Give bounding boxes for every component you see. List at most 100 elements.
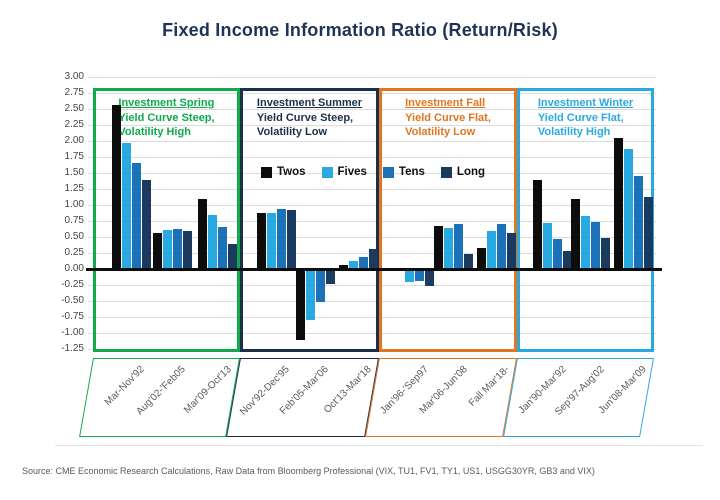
bar-fives: [162, 229, 172, 269]
gridline: [88, 285, 656, 286]
bar-long: [563, 251, 573, 269]
quadrant-subtitle-1: Yield Curve Steep,: [118, 111, 215, 124]
quadrant-subtitle-1: Yield Curve Steep,: [256, 111, 354, 124]
bar-fives: [623, 148, 633, 269]
quadrant-title: Investment Winter: [537, 97, 634, 109]
bar-twos: [476, 247, 486, 269]
bar-tens: [276, 208, 286, 269]
legend: Twos Fives Tens Long: [90, 166, 656, 178]
legend-swatch-icon: [321, 166, 333, 178]
bar-long: [464, 253, 474, 269]
bar-fives: [121, 142, 131, 269]
gridline: [88, 333, 656, 334]
quadrant-subtitle-2: Volatility High: [118, 126, 191, 138]
bar-tens: [315, 269, 325, 303]
bar-tens: [553, 238, 563, 269]
bar-twos: [434, 226, 444, 269]
gridline: [88, 205, 656, 206]
bar-twos: [256, 213, 266, 269]
bar-fives: [486, 231, 496, 269]
quadrant-box-investment-fall: Investment Fall Yield Curve Flat, Volatili…: [379, 88, 517, 352]
bar-fives: [305, 269, 315, 321]
y-axis-tick-label: 1.75: [64, 151, 84, 162]
bar-twos: [152, 232, 162, 269]
bar-long: [601, 237, 611, 269]
gridline: [88, 173, 656, 174]
y-axis-tick-label: -0.25: [61, 279, 84, 290]
y-axis-tick-label: 2.50: [64, 103, 84, 114]
legend-label: Twos: [276, 166, 306, 178]
gridline: [88, 157, 656, 158]
legend-label: Fives: [337, 166, 367, 178]
bar-twos: [295, 269, 305, 341]
bar-long: [228, 244, 238, 269]
legend-item-long: Long: [440, 166, 486, 178]
bottom-rule: [55, 445, 703, 446]
quadrant-label: Investment Spring Yield Curve Steep, Volat…: [118, 96, 214, 140]
y-axis-tick-label: 2.25: [64, 119, 84, 130]
gridline: [88, 141, 656, 142]
bar-fives: [405, 269, 415, 282]
bar-twos: [613, 137, 623, 269]
quadrant-subtitle-2: Volatility Low: [405, 126, 476, 138]
legend-swatch-icon: [440, 166, 452, 178]
legend-swatch-icon: [382, 166, 394, 178]
quadrant-subtitle-1: Yield Curve Flat,: [537, 111, 624, 124]
y-axis-tick-label: -1.25: [61, 343, 84, 354]
bar-twos: [198, 198, 208, 269]
bar-tens: [454, 224, 464, 269]
quadrant-title: Investment Fall: [405, 97, 486, 109]
legend-item-fives: Fives: [321, 166, 367, 178]
bar-twos: [111, 104, 121, 269]
quadrant-box-investment-summer: Investment Summer Yield Curve Steep, Volat…: [240, 88, 379, 352]
gridline: [88, 93, 656, 94]
y-axis-tick-label: 0.75: [64, 215, 84, 226]
bar-fives: [543, 222, 553, 269]
y-axis-tick-label: 0.25: [64, 247, 84, 258]
gridline: [88, 125, 656, 126]
bar-long: [368, 249, 378, 269]
quadrant-title: Investment Spring: [118, 97, 215, 109]
zero-line: [86, 268, 662, 271]
y-axis-tick-label: 3.00: [64, 71, 84, 82]
bar-tens: [131, 163, 141, 269]
bar-long: [182, 230, 192, 269]
legend-swatch-icon: [260, 166, 272, 178]
bar-fives: [348, 261, 358, 269]
bar-tens: [591, 222, 601, 269]
bar-tens: [496, 224, 506, 269]
quadrant-title: Investment Summer: [256, 97, 363, 109]
y-axis-tick-label: -0.75: [61, 311, 84, 322]
y-axis-tick-label: 1.50: [64, 167, 84, 178]
quadrant-subtitle-1: Yield Curve Flat,: [405, 111, 491, 124]
bar-twos: [338, 265, 348, 269]
legend-item-twos: Twos: [260, 166, 306, 178]
y-axis-tick-label: 0.50: [64, 231, 84, 242]
gridline: [88, 221, 656, 222]
bar-fives: [581, 215, 591, 269]
y-axis-tick-label: 2.75: [64, 87, 84, 98]
bar-tens: [415, 269, 425, 281]
quadrant-subtitle-2: Volatility High: [537, 126, 611, 138]
legend-item-tens: Tens: [382, 166, 425, 178]
gridline: [88, 189, 656, 190]
bar-tens: [358, 256, 368, 269]
bar-tens: [633, 175, 643, 269]
bar-fives: [208, 215, 218, 269]
gridline: [88, 77, 656, 78]
bar-long: [141, 180, 151, 269]
y-axis-tick-label: -1.00: [61, 327, 84, 338]
legend-label: Tens: [398, 166, 425, 178]
bar-long: [425, 269, 435, 286]
bar-twos: [571, 198, 581, 269]
y-axis-tick-label: 0.00: [64, 263, 84, 274]
y-axis-tick-label: -0.50: [61, 295, 84, 306]
y-axis-tick-label: 1.25: [64, 183, 84, 194]
quadrant-label: Investment Fall Yield Curve Flat, Volatili…: [405, 96, 491, 140]
bar-twos: [533, 180, 543, 269]
bar-long: [506, 233, 516, 269]
quadrant-subtitle-2: Volatility Low: [256, 126, 327, 138]
legend-label: Long: [456, 166, 486, 178]
quadrant-label: Investment Summer Yield Curve Steep, Volat…: [257, 96, 362, 140]
quadrant-label: Investment Winter Yield Curve Flat, Volati…: [538, 96, 633, 140]
